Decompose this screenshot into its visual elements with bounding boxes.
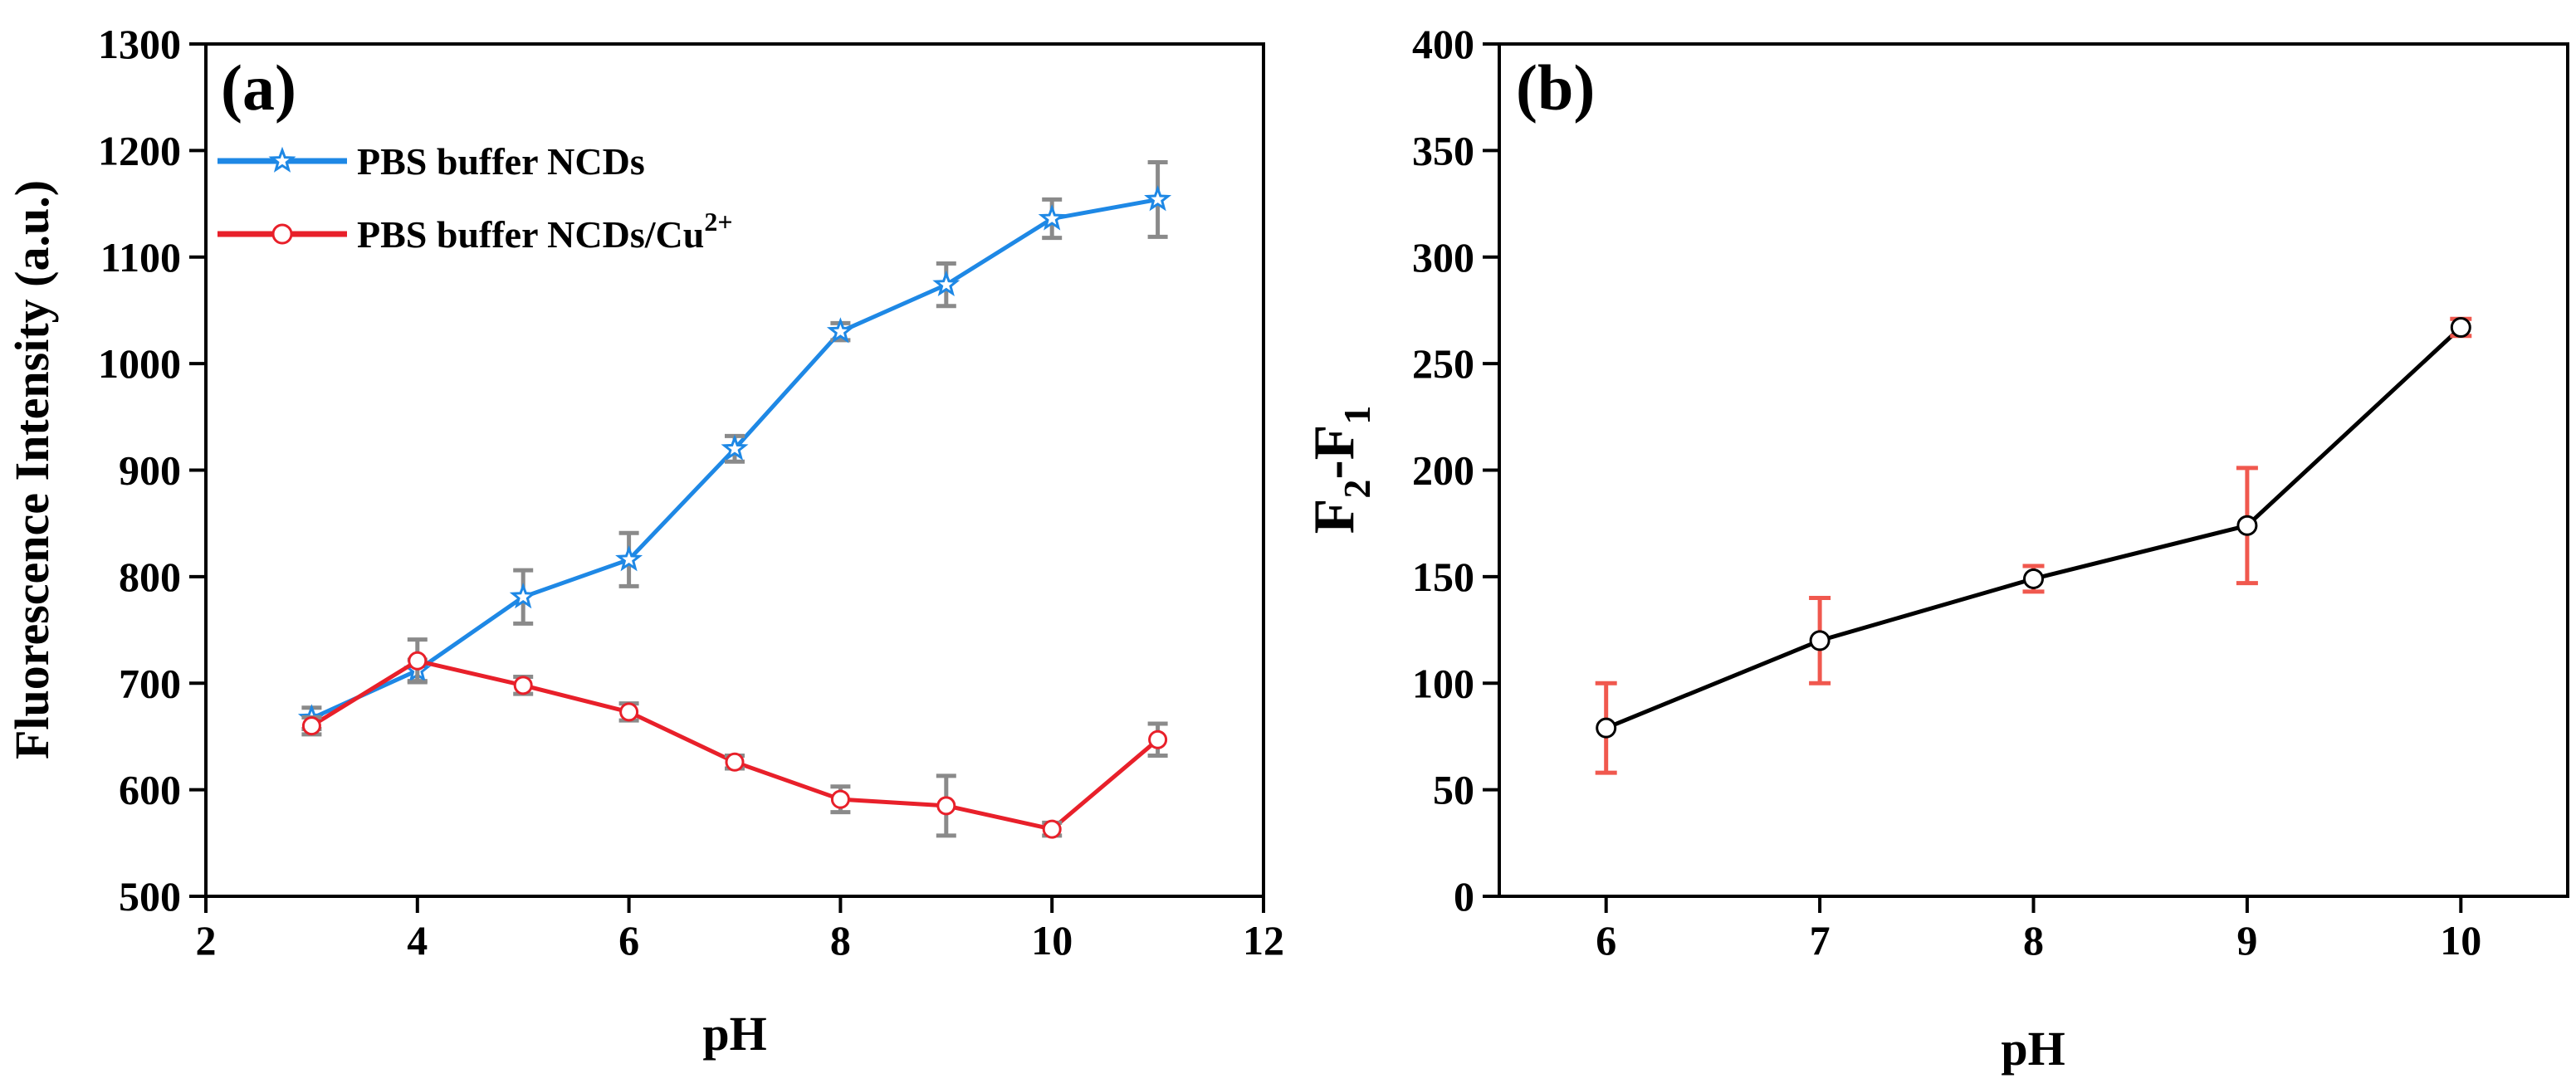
series-line-1 [310, 658, 1160, 832]
legend-label-ncds: PBS buffer NCDs [357, 140, 645, 183]
data-point-circle [1809, 630, 1831, 651]
data-point-circle [1042, 819, 1062, 839]
ylabel-b-f2: F [1303, 499, 1366, 534]
panel-a-label: (a) [221, 51, 296, 124]
panel-a-y-axis-title: Fluorescence Intensity (a.u.) [5, 180, 59, 759]
legend-label-ncds-cu: PBS buffer NCDs/Cu2+ [357, 207, 733, 256]
data-point-circle [2236, 515, 2258, 536]
x-tick-label: 10 [2440, 917, 2481, 964]
y-tick-label: 0 [1454, 873, 1474, 920]
data-point-circle [619, 702, 639, 722]
y-tick-label: 400 [1412, 21, 1474, 67]
panel-a-y-ticks: 500 600 700 800 900 1000 1100 1200 1300 [98, 21, 206, 920]
y-tick-label: 1300 [98, 21, 181, 67]
y-tick-label: 800 [119, 554, 181, 600]
y-tick-label: 1100 [100, 234, 181, 281]
data-point-star [1038, 204, 1066, 231]
data-point-circle [1148, 729, 1168, 749]
panel-b-x-ticks: 6 7 8 9 10 [1596, 896, 2481, 964]
y-tick-label: 500 [119, 873, 181, 920]
y-tick-label: 200 [1412, 447, 1474, 494]
panel-a-x-axis-title: pH [702, 1007, 766, 1061]
y-tick-label: 700 [119, 660, 181, 706]
panel-b-plot-frame [1498, 42, 2569, 898]
legend-label-ncds-cu-superscript: 2+ [704, 207, 732, 237]
x-tick-label: 10 [1031, 917, 1073, 964]
y-tick-label: 50 [1433, 767, 1474, 813]
data-point-star [932, 270, 961, 297]
x-tick-label: 6 [1596, 917, 1616, 964]
data-point-star [1144, 185, 1172, 212]
ylabel-b-sub-2: 2 [1336, 480, 1378, 499]
y-tick-label: 1000 [98, 340, 181, 387]
data-point-circle [1596, 717, 1617, 739]
data-point-circle [725, 752, 745, 772]
y-tick-label: 150 [1412, 554, 1474, 600]
y-tick-label: 900 [119, 447, 181, 494]
data-point-circle [830, 789, 850, 809]
data-point-star [721, 434, 749, 461]
y-tick-label: 100 [1412, 660, 1474, 706]
x-tick-label: 8 [830, 917, 851, 964]
data-point-circle [301, 716, 321, 736]
panel-b-x-axis-title: pH [2001, 1022, 2065, 1076]
x-tick-label: 12 [1243, 917, 1284, 964]
data-point-star [826, 317, 854, 344]
y-tick-label: 250 [1412, 340, 1474, 387]
legend-label-ncds-cu-main: PBS buffer NCDs/Cu [357, 213, 704, 256]
y-tick-label: 600 [119, 767, 181, 813]
panel-b-marks [1595, 316, 2472, 775]
data-point-circle [2450, 316, 2471, 338]
panel-a-x-ticks: 2 4 6 8 10 12 [196, 896, 1284, 964]
x-tick-label: 4 [407, 917, 428, 964]
x-tick-label: 6 [618, 917, 639, 964]
legend-star-marker [268, 146, 296, 173]
data-point-circle [408, 651, 428, 671]
data-point-circle [936, 796, 956, 816]
x-tick-label: 8 [2023, 917, 2044, 964]
y-tick-label: 1200 [98, 127, 181, 173]
panel-b-y-ticks: 0 50 100 150 200 250 300 350 400 [1412, 21, 1499, 920]
legend-entry-ncds-cu: PBS buffer NCDs/Cu2+ [218, 207, 733, 256]
panel-a-chart: 2 4 6 8 10 12 500 600 700 800 900 1000 1100 1200 1300… [5, 21, 1284, 1061]
panel-a-marks [297, 159, 1172, 839]
data-point-star [615, 544, 643, 572]
x-tick-label: 9 [2236, 917, 2257, 964]
x-tick-label: 7 [1810, 917, 1831, 964]
data-point-circle [2023, 568, 2044, 589]
x-tick-label: 2 [196, 917, 217, 964]
ylabel-b-sub-1: 1 [1336, 406, 1378, 425]
legend-entry-ncds: PBS buffer NCDs [218, 140, 645, 183]
panel-a-legend: PBS buffer NCDs PBS buffer NCDs/Cu2+ [218, 140, 733, 256]
data-point-star [509, 583, 537, 609]
legend-circle-marker [271, 223, 293, 245]
ylabel-b-minus-f: -F [1303, 425, 1366, 480]
series-line-0 [1605, 325, 2463, 730]
panel-b-label: (b) [1516, 51, 1595, 124]
data-point-circle [513, 676, 533, 695]
y-tick-label: 300 [1412, 234, 1474, 281]
y-tick-label: 350 [1412, 127, 1474, 173]
panel-b-y-axis-title: F2-F1 [1303, 406, 1378, 534]
panel-b-chart: 6 7 8 9 10 0 50 100 150 200 250 300 350 400 (b) pH F… [1303, 21, 2569, 1076]
